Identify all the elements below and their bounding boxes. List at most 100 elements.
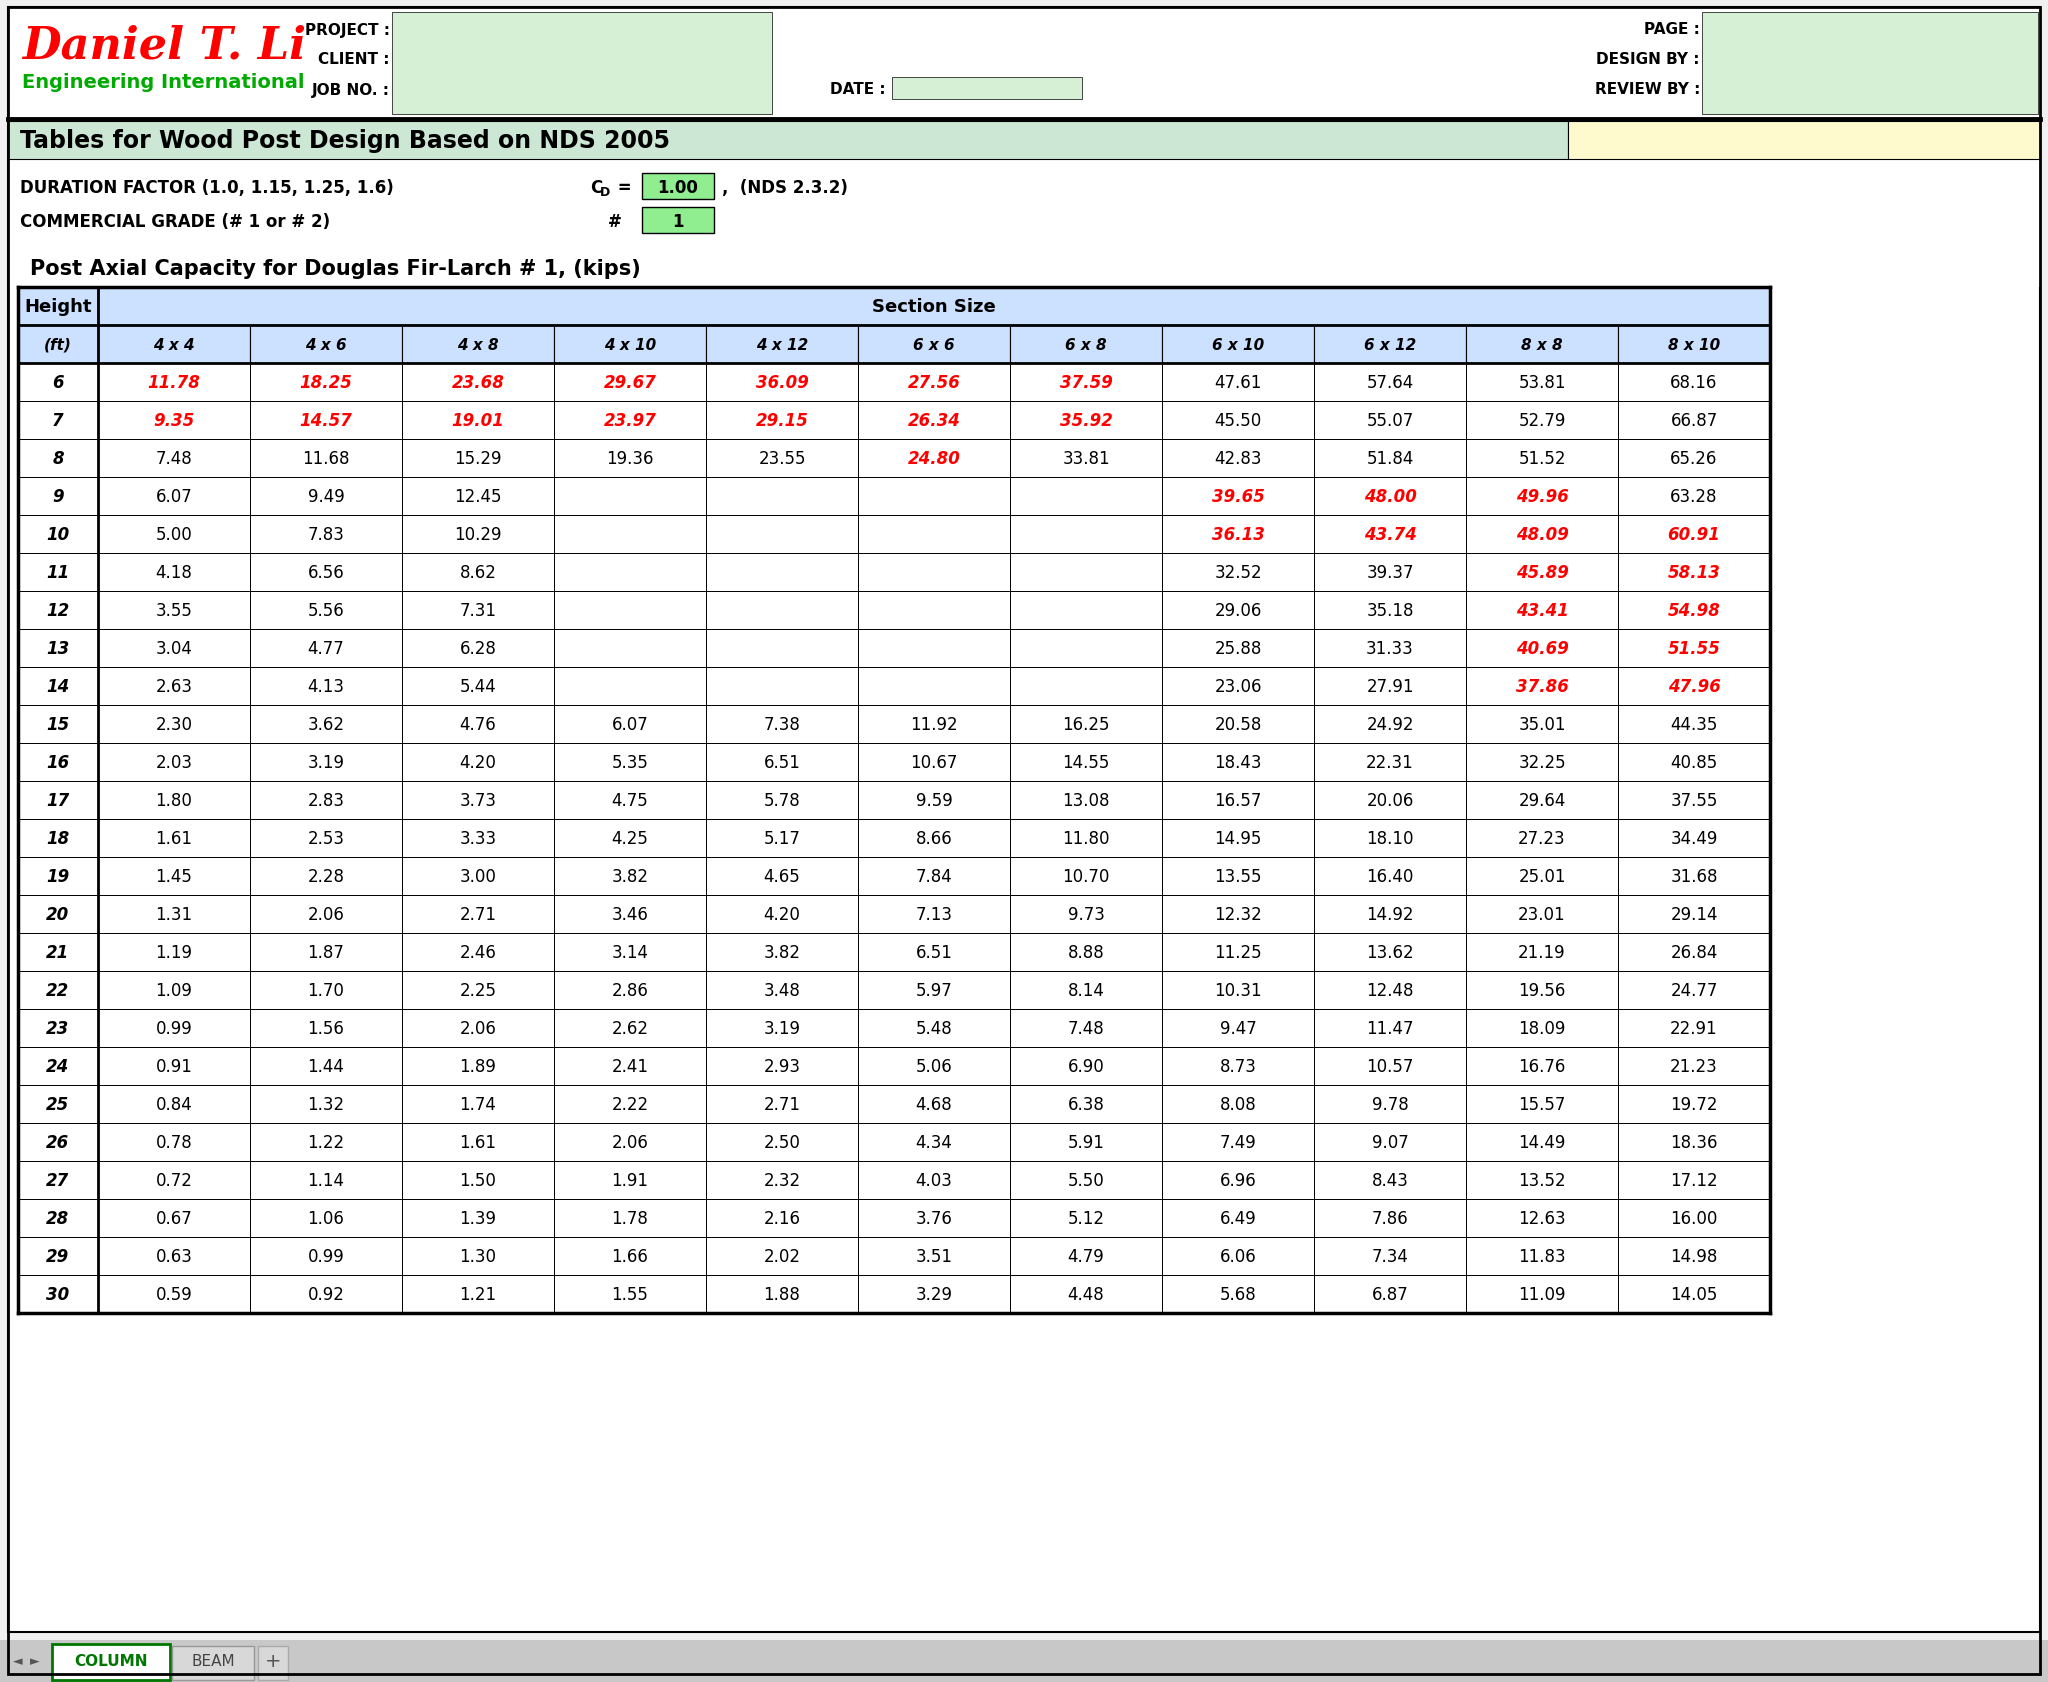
Text: 14.95: 14.95 xyxy=(1214,829,1262,848)
Text: 1.45: 1.45 xyxy=(156,868,193,885)
Text: 5.91: 5.91 xyxy=(1067,1134,1104,1150)
Text: 7.84: 7.84 xyxy=(915,868,952,885)
Text: 1.74: 1.74 xyxy=(459,1095,496,1113)
Text: 4.03: 4.03 xyxy=(915,1171,952,1189)
Text: 45.50: 45.50 xyxy=(1214,412,1262,429)
Bar xyxy=(707,895,858,934)
Text: 8.08: 8.08 xyxy=(1221,1095,1255,1113)
Text: 2.86: 2.86 xyxy=(612,981,649,999)
Bar xyxy=(707,819,858,858)
Text: 40.69: 40.69 xyxy=(1516,639,1569,658)
Bar xyxy=(401,1085,555,1124)
Bar xyxy=(1315,1238,1466,1275)
Bar xyxy=(18,934,98,972)
Text: 2.16: 2.16 xyxy=(764,1209,801,1228)
Text: 3.19: 3.19 xyxy=(307,754,344,772)
Bar xyxy=(1466,858,1618,895)
Bar xyxy=(1315,819,1466,858)
Bar xyxy=(391,13,772,114)
Text: 23: 23 xyxy=(47,1019,70,1038)
Text: 0.63: 0.63 xyxy=(156,1248,193,1265)
Bar xyxy=(401,934,555,972)
Bar xyxy=(401,553,555,592)
Text: 24.80: 24.80 xyxy=(907,449,961,468)
Bar xyxy=(707,478,858,516)
Text: 9.73: 9.73 xyxy=(1067,905,1104,923)
Text: 3.82: 3.82 xyxy=(612,868,649,885)
Text: 1.88: 1.88 xyxy=(764,1285,801,1304)
Text: 16.25: 16.25 xyxy=(1063,715,1110,733)
Bar xyxy=(1010,439,1161,478)
Bar xyxy=(98,668,250,705)
Text: 48.09: 48.09 xyxy=(1516,526,1569,543)
Text: 3.04: 3.04 xyxy=(156,639,193,658)
Text: 6 x 12: 6 x 12 xyxy=(1364,338,1415,352)
Text: 6.06: 6.06 xyxy=(1221,1248,1255,1265)
Bar xyxy=(707,1275,858,1314)
Bar xyxy=(555,1124,707,1161)
Text: 35.01: 35.01 xyxy=(1518,715,1567,733)
Text: 39.65: 39.65 xyxy=(1212,488,1264,506)
Bar xyxy=(258,1647,289,1680)
Bar xyxy=(707,1048,858,1085)
Bar xyxy=(1315,1161,1466,1199)
Bar xyxy=(401,895,555,934)
Text: BEAM: BEAM xyxy=(190,1653,236,1669)
Bar xyxy=(1466,478,1618,516)
Text: 6.56: 6.56 xyxy=(307,563,344,582)
Bar xyxy=(1466,439,1618,478)
Text: 19.56: 19.56 xyxy=(1518,981,1565,999)
Text: 58.13: 58.13 xyxy=(1667,563,1720,582)
Text: 23.68: 23.68 xyxy=(451,373,504,392)
Bar xyxy=(1315,363,1466,402)
Text: ►: ► xyxy=(31,1655,39,1667)
Bar xyxy=(1161,743,1315,782)
Bar xyxy=(18,288,98,326)
Bar xyxy=(401,668,555,705)
Bar xyxy=(250,363,401,402)
Bar xyxy=(250,553,401,592)
Bar xyxy=(707,1238,858,1275)
Text: DATE :: DATE : xyxy=(829,82,885,98)
Bar xyxy=(555,439,707,478)
Bar xyxy=(98,1048,250,1085)
Bar xyxy=(858,819,1010,858)
Text: 18.09: 18.09 xyxy=(1518,1019,1565,1038)
Bar xyxy=(1010,934,1161,972)
Bar xyxy=(98,1124,250,1161)
Bar xyxy=(707,743,858,782)
Text: 3.33: 3.33 xyxy=(459,829,496,848)
Bar xyxy=(18,326,98,363)
Bar xyxy=(18,439,98,478)
Text: 26.84: 26.84 xyxy=(1671,944,1718,962)
Bar xyxy=(858,1199,1010,1238)
Text: 3.29: 3.29 xyxy=(915,1285,952,1304)
Text: 11.78: 11.78 xyxy=(147,373,201,392)
Bar xyxy=(18,1275,98,1314)
Text: +: + xyxy=(264,1652,281,1670)
Text: 1.91: 1.91 xyxy=(612,1171,649,1189)
Text: 23.97: 23.97 xyxy=(604,412,657,429)
Text: 6.90: 6.90 xyxy=(1067,1058,1104,1075)
Bar xyxy=(18,668,98,705)
Bar xyxy=(172,1647,254,1680)
Text: DURATION FACTOR (1.0, 1.15, 1.25, 1.6): DURATION FACTOR (1.0, 1.15, 1.25, 1.6) xyxy=(20,178,393,197)
Bar xyxy=(18,363,98,402)
Bar xyxy=(1161,592,1315,629)
Text: 9: 9 xyxy=(51,488,63,506)
Bar xyxy=(1618,1048,1769,1085)
Bar xyxy=(1618,402,1769,439)
Bar xyxy=(401,1124,555,1161)
Bar xyxy=(18,705,98,743)
Text: 18.10: 18.10 xyxy=(1366,829,1413,848)
Text: 1.19: 1.19 xyxy=(156,944,193,962)
Text: PROJECT :: PROJECT : xyxy=(305,22,389,37)
Text: 43.74: 43.74 xyxy=(1364,526,1417,543)
Bar xyxy=(1010,668,1161,705)
Text: 3.00: 3.00 xyxy=(459,868,496,885)
Bar xyxy=(250,1048,401,1085)
Bar xyxy=(18,1085,98,1124)
Text: 45.89: 45.89 xyxy=(1516,563,1569,582)
Text: 2.93: 2.93 xyxy=(764,1058,801,1075)
Text: 51.52: 51.52 xyxy=(1518,449,1567,468)
